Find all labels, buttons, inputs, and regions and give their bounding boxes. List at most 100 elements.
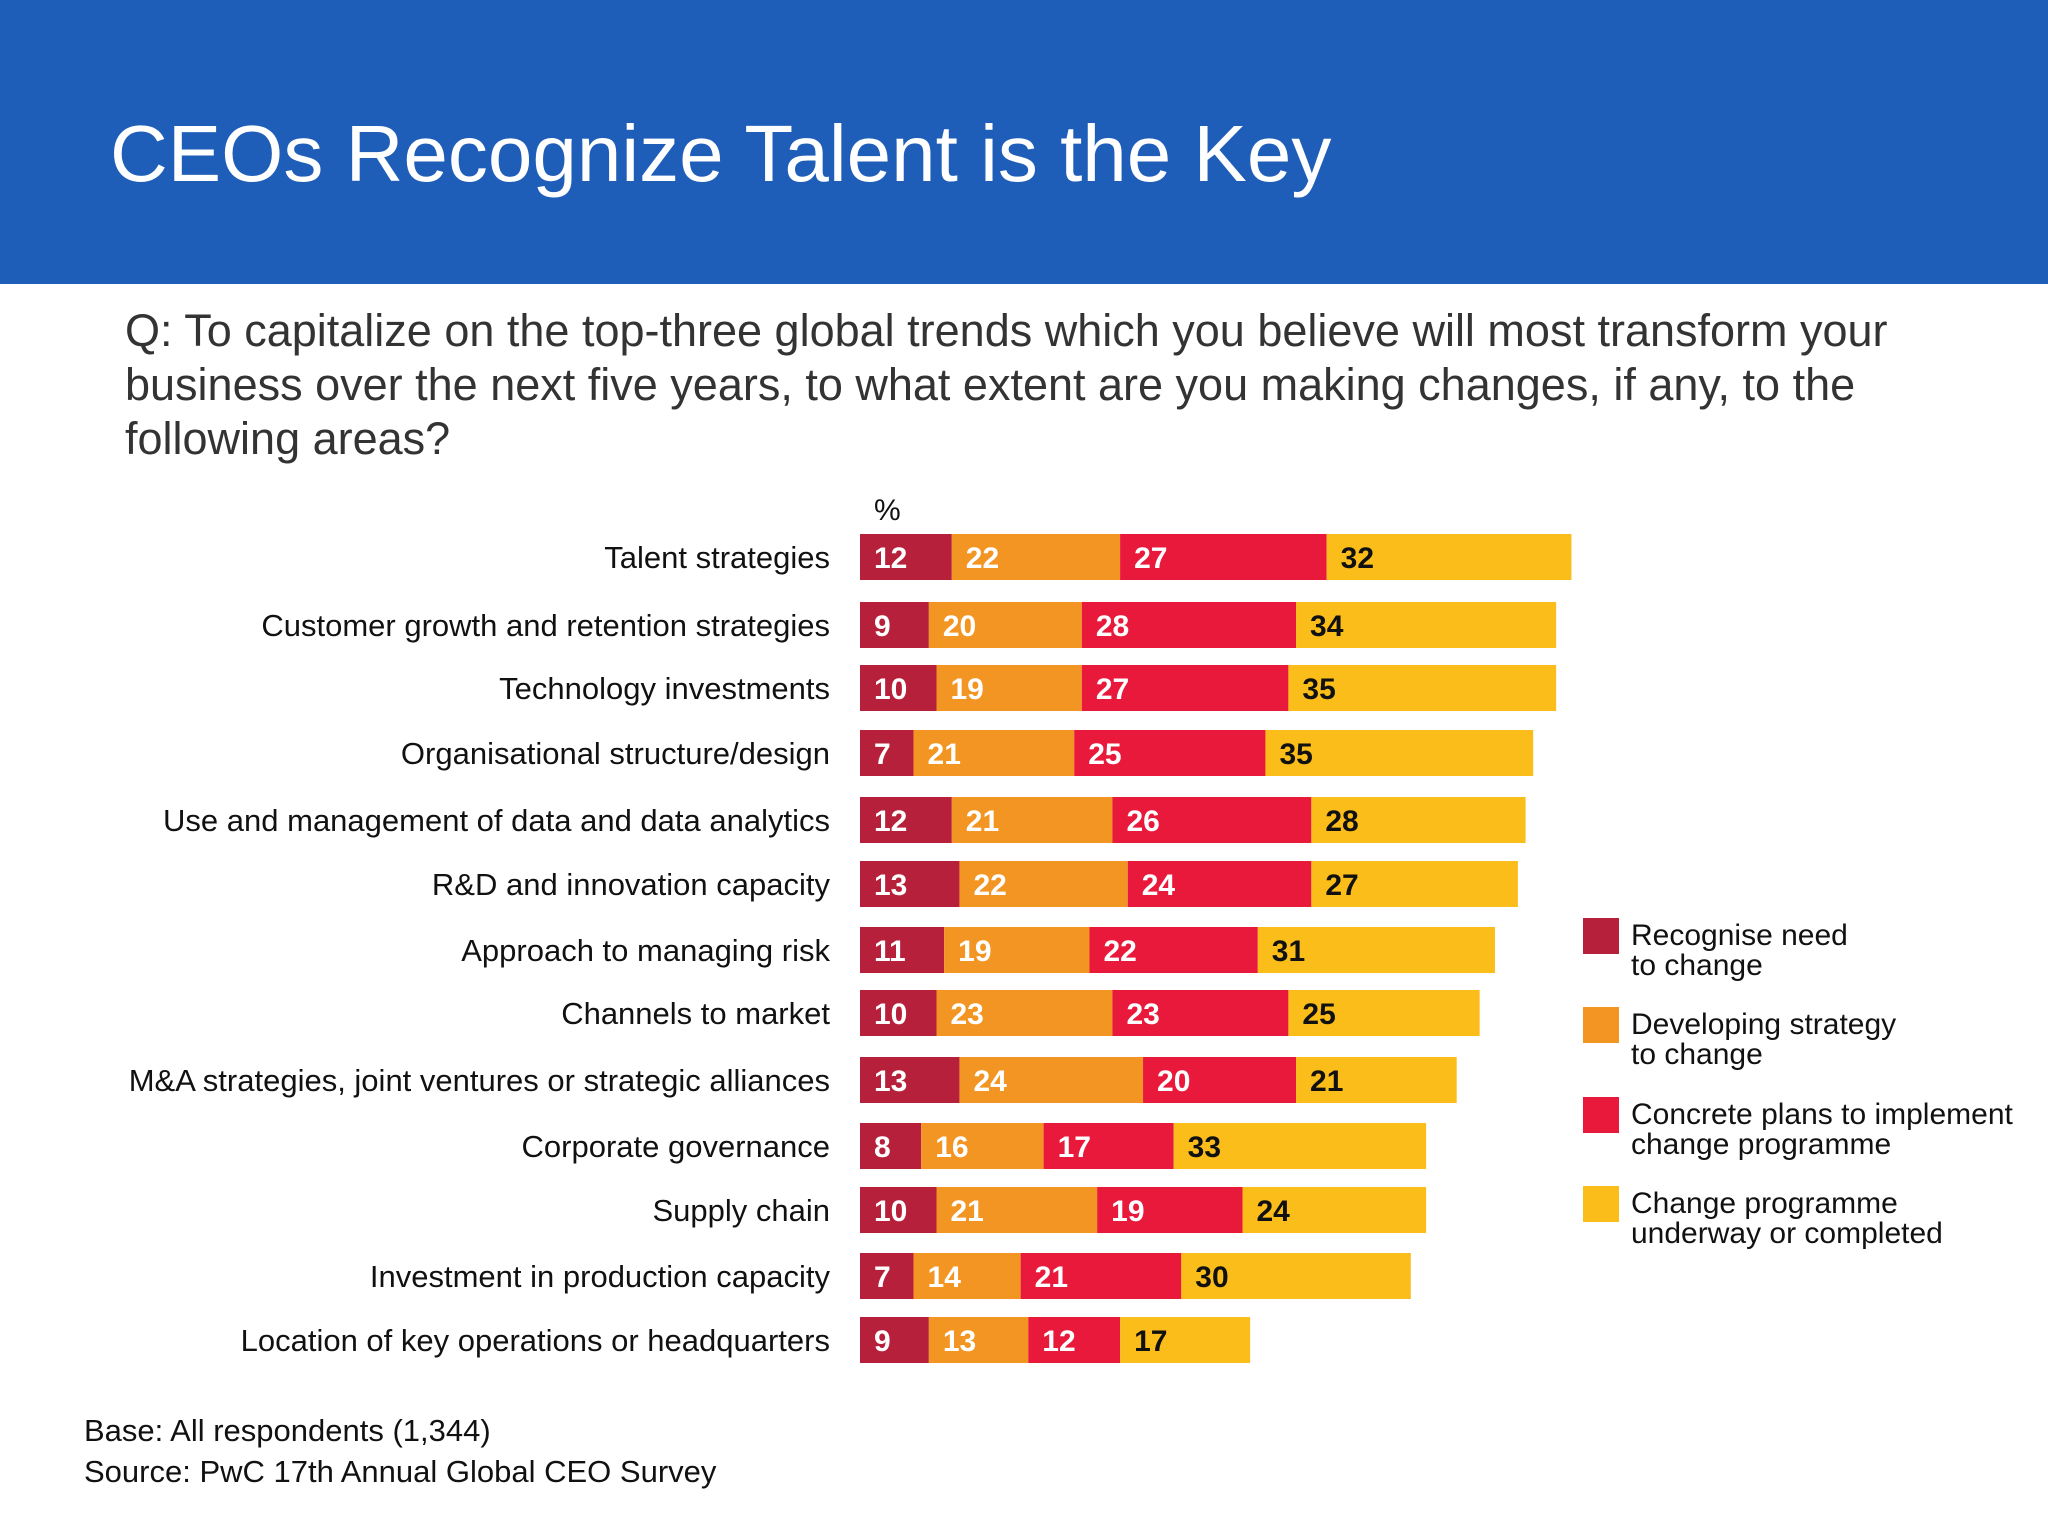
- category-label: Location of key operations or headquarte…: [241, 1323, 830, 1358]
- bar-segment: [1326, 534, 1572, 580]
- bar-segment: [1097, 1187, 1243, 1233]
- data-label: 35: [1302, 673, 1335, 706]
- bar-segment: [1296, 1057, 1457, 1103]
- bar-segment: [1020, 1253, 1182, 1299]
- category-label: Channels to market: [561, 996, 830, 1031]
- data-label: 21: [951, 1195, 984, 1228]
- data-label: 22: [973, 869, 1006, 902]
- legend-label: Change programme: [1631, 1187, 1898, 1220]
- legend-swatch: [1583, 1007, 1619, 1043]
- bar-segment: [1127, 861, 1312, 907]
- data-label: 21: [928, 738, 961, 771]
- data-label: 12: [874, 542, 907, 575]
- bar-segment: [860, 534, 952, 580]
- data-label: 31: [1272, 935, 1305, 968]
- bar-segment: [1112, 990, 1289, 1036]
- data-label: 11: [874, 935, 906, 968]
- bar-segment: [860, 861, 960, 907]
- data-label: 12: [1042, 1325, 1075, 1358]
- bar-segment: [936, 1187, 1098, 1233]
- category-label: Investment in production capacity: [370, 1259, 831, 1294]
- category-label: M&A strategies, joint ventures or strate…: [129, 1063, 830, 1098]
- data-label: 27: [1134, 542, 1167, 575]
- data-label: 9: [874, 610, 891, 643]
- bar-segment: [860, 602, 929, 648]
- data-label: 25: [1088, 738, 1121, 771]
- bar-segment: [860, 797, 952, 843]
- data-label: 10: [874, 673, 907, 706]
- bar-segment: [860, 1253, 914, 1299]
- bar-segment: [921, 1123, 1044, 1169]
- bar-segment: [860, 1057, 960, 1103]
- bar-segment: [1288, 665, 1557, 711]
- data-label: 8: [874, 1131, 891, 1164]
- bar-segment: [1112, 797, 1312, 843]
- bar-segment: [936, 990, 1113, 1036]
- bar-segment: [1028, 1317, 1121, 1363]
- data-label: 24: [973, 1065, 1007, 1098]
- footer-notes: Base: All respondents (1,344) Source: Pw…: [84, 1410, 716, 1492]
- bar-segment: [1311, 797, 1526, 843]
- data-label: 33: [1188, 1131, 1221, 1164]
- bar-segment: [936, 665, 1082, 711]
- bar-segment: [860, 990, 937, 1036]
- data-label: 13: [874, 869, 907, 902]
- data-label: 17: [1058, 1131, 1091, 1164]
- bar-segment: [928, 1317, 1029, 1363]
- data-label: 35: [1279, 738, 1312, 771]
- bar-segment: [1173, 1123, 1427, 1169]
- data-label: 19: [958, 935, 991, 968]
- bar-segment: [1288, 990, 1480, 1036]
- data-label: 30: [1195, 1261, 1228, 1294]
- data-label: 9: [874, 1325, 891, 1358]
- data-label: 19: [951, 673, 984, 706]
- bar-segment: [944, 927, 1090, 973]
- bar-segment: [951, 534, 1121, 580]
- bar-segment: [1120, 1317, 1251, 1363]
- data-label: 19: [1111, 1195, 1144, 1228]
- bar-segment: [1265, 730, 1534, 776]
- category-label: Corporate governance: [522, 1129, 830, 1164]
- data-label: 25: [1302, 998, 1335, 1031]
- legend-label: to change: [1631, 1038, 1763, 1071]
- bar-segment: [928, 602, 1082, 648]
- bar-segment: [1120, 534, 1327, 580]
- bar-segment: [1089, 927, 1258, 973]
- bar-segment: [860, 1317, 929, 1363]
- legend-swatch: [1583, 918, 1619, 954]
- page-title: CEOs Recognize Talent is the Key: [110, 109, 1332, 198]
- data-label: 7: [874, 738, 891, 771]
- data-label: 22: [966, 542, 999, 575]
- legend-swatch: [1583, 1097, 1619, 1133]
- data-label: 24: [1257, 1195, 1291, 1228]
- data-label: 17: [1134, 1325, 1167, 1358]
- bar-segment: [951, 797, 1113, 843]
- bar-segment: [1043, 1123, 1174, 1169]
- bar-segment: [1311, 861, 1518, 907]
- legend-label: underway or completed: [1631, 1217, 1943, 1250]
- data-label: 32: [1341, 542, 1374, 575]
- data-label: 7: [874, 1261, 891, 1294]
- legend-label: Developing strategy: [1631, 1008, 1896, 1041]
- bar-segment: [913, 1253, 1021, 1299]
- data-label: 20: [943, 610, 976, 643]
- bar-segment: [860, 1187, 937, 1233]
- data-label: 14: [928, 1261, 962, 1294]
- bar-segment: [1074, 730, 1266, 776]
- category-label: Supply chain: [652, 1193, 830, 1228]
- data-label: 13: [874, 1065, 907, 1098]
- category-label: Customer growth and retention strategies: [261, 608, 830, 643]
- data-label: 21: [1310, 1065, 1343, 1098]
- data-label: 16: [935, 1131, 968, 1164]
- data-label: 22: [1104, 935, 1137, 968]
- data-label: 23: [951, 998, 984, 1031]
- bar-segment: [860, 665, 937, 711]
- bar-segment: [860, 927, 945, 973]
- category-label: Talent strategies: [604, 540, 830, 575]
- bar-segment: [860, 1123, 922, 1169]
- bar-segment: [1181, 1253, 1411, 1299]
- survey-question: Q: To capitalize on the top-three global…: [125, 305, 1888, 464]
- data-label: 27: [1096, 673, 1129, 706]
- data-label: 27: [1325, 869, 1358, 902]
